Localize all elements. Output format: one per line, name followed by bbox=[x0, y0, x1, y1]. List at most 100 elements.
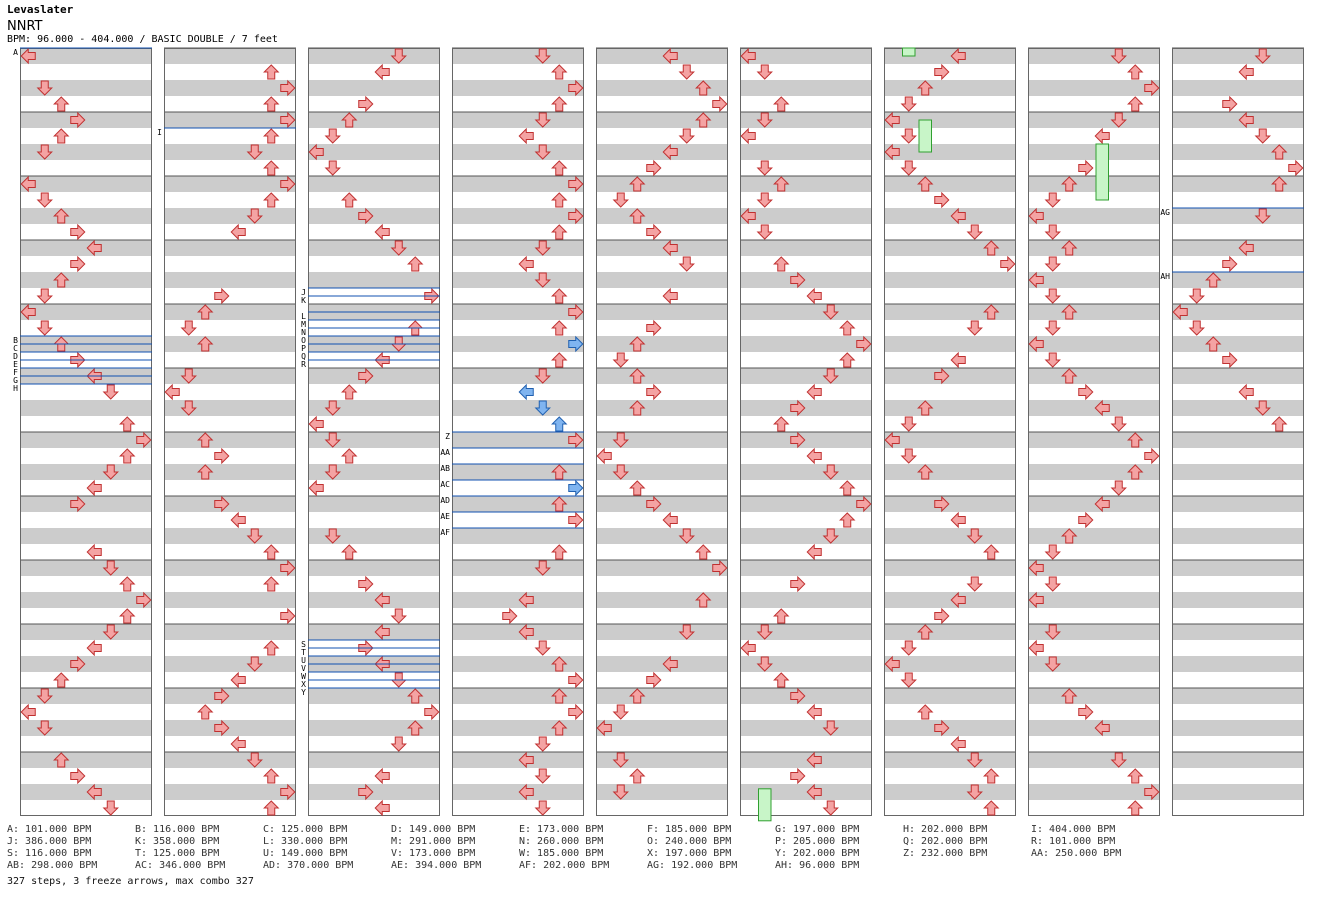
bpm-legend-entry: B: 116.000 BPM bbox=[135, 824, 220, 835]
step-arrow bbox=[70, 495, 86, 513]
bpm-legend-entry: Y: 202.000 BPM bbox=[775, 848, 860, 859]
beat-stripe bbox=[1028, 528, 1160, 544]
step-arrow bbox=[1110, 112, 1127, 128]
beat-stripe bbox=[308, 48, 440, 64]
bpm-marker-label: AG bbox=[1160, 208, 1170, 217]
step-arrow bbox=[102, 464, 119, 480]
step-arrow bbox=[1222, 95, 1238, 113]
step-arrow bbox=[756, 192, 773, 208]
arrow-shape bbox=[36, 144, 53, 160]
arrow-shape bbox=[534, 560, 551, 576]
beat-stripe bbox=[1028, 720, 1160, 736]
step-arrow bbox=[1044, 288, 1061, 304]
beat-stripe bbox=[740, 176, 872, 192]
step-arrow bbox=[308, 143, 324, 161]
arrow-shape bbox=[839, 480, 856, 496]
step-arrow bbox=[695, 112, 712, 128]
beat-stripe bbox=[1028, 752, 1160, 768]
column-border bbox=[164, 48, 296, 816]
bpm-legend-entry: AB: 298.000 BPM bbox=[7, 860, 98, 871]
bpm-legend-entry: A: 101.000 BPM bbox=[7, 824, 92, 835]
bpm-marker-label: S bbox=[301, 640, 306, 649]
arrow-shape bbox=[773, 608, 790, 624]
step-arrow bbox=[917, 400, 934, 416]
beat-stripe bbox=[20, 560, 152, 576]
step-arrow bbox=[740, 207, 756, 225]
step-arrow bbox=[773, 96, 790, 112]
arrow-shape bbox=[1044, 320, 1061, 336]
step-arrow bbox=[662, 239, 678, 257]
step-arrow bbox=[230, 223, 246, 241]
arrow-shape bbox=[629, 688, 646, 704]
bpm-legend-entry: H: 202.000 BPM bbox=[903, 824, 988, 835]
arrow-shape bbox=[197, 304, 214, 320]
arrow-shape bbox=[1238, 239, 1254, 257]
freeze-arrow bbox=[902, 47, 916, 57]
beat-stripe bbox=[20, 176, 152, 192]
arrow-shape bbox=[806, 751, 822, 769]
step-arrow bbox=[214, 447, 230, 465]
arrow-shape bbox=[374, 799, 390, 817]
step-arrow bbox=[966, 224, 983, 240]
bpm-marker-label: AF bbox=[440, 528, 450, 537]
beat-stripe bbox=[308, 496, 440, 512]
step-arrow bbox=[1078, 383, 1094, 401]
step-arrow bbox=[390, 736, 407, 752]
step-arrow bbox=[790, 399, 806, 417]
step-arrow bbox=[70, 655, 86, 673]
arrow-shape bbox=[214, 719, 230, 737]
bpm-marker-label: V bbox=[301, 664, 306, 673]
beat-stripe bbox=[20, 688, 152, 704]
beat-stripe bbox=[308, 112, 440, 128]
chart-column bbox=[740, 47, 872, 816]
step-arrow bbox=[900, 416, 917, 432]
step-arrow bbox=[612, 464, 629, 480]
beat-stripe bbox=[452, 144, 584, 160]
bpm-marker-label: X bbox=[301, 680, 306, 689]
step-arrow bbox=[934, 367, 950, 385]
step-arrow bbox=[856, 335, 872, 353]
step-arrow bbox=[900, 448, 917, 464]
step-arrow bbox=[1044, 656, 1061, 672]
bpm-marker-label: O bbox=[301, 336, 306, 345]
arrow-shape bbox=[518, 751, 534, 769]
beat-stripe bbox=[164, 496, 296, 512]
arrow-shape bbox=[1061, 528, 1078, 544]
bpm-marker-label: I bbox=[157, 128, 162, 137]
beat-stripe bbox=[452, 272, 584, 288]
bpm-marker-label: W bbox=[301, 672, 306, 681]
step-arrow bbox=[612, 192, 629, 208]
step-arrow bbox=[136, 431, 152, 449]
arrow-shape bbox=[568, 671, 584, 689]
arrow-shape bbox=[790, 767, 806, 785]
step-arrow bbox=[917, 464, 934, 480]
step-arrow bbox=[214, 495, 230, 513]
step-arrow bbox=[568, 207, 584, 225]
arrow-shape bbox=[324, 400, 341, 416]
step-arrow bbox=[341, 448, 358, 464]
chart-column bbox=[1172, 47, 1304, 816]
beat-stripe bbox=[884, 400, 1016, 416]
beat-stripe bbox=[1172, 464, 1304, 480]
beat-stripe bbox=[20, 144, 152, 160]
beat-stripe bbox=[308, 208, 440, 224]
beat-stripe bbox=[740, 528, 872, 544]
step-arrow bbox=[102, 800, 119, 816]
arrow-shape bbox=[756, 160, 773, 176]
step-arrow bbox=[1028, 207, 1044, 225]
arrow-shape bbox=[884, 143, 900, 161]
beat-stripe bbox=[1172, 176, 1304, 192]
step-arrow bbox=[822, 720, 839, 736]
step-arrow bbox=[246, 144, 263, 160]
step-arrow bbox=[102, 384, 119, 400]
step-arrow bbox=[518, 127, 534, 145]
arrow-shape bbox=[822, 528, 839, 544]
bpm-legend-entry: Z: 232.000 BPM bbox=[903, 848, 988, 859]
arrow-shape bbox=[646, 223, 662, 241]
arrow-shape bbox=[612, 704, 629, 720]
arrow-shape bbox=[756, 64, 773, 80]
step-arrow bbox=[934, 495, 950, 513]
step-arrow bbox=[263, 160, 280, 176]
arrow-shape bbox=[341, 544, 358, 560]
arrow-shape bbox=[280, 559, 296, 577]
